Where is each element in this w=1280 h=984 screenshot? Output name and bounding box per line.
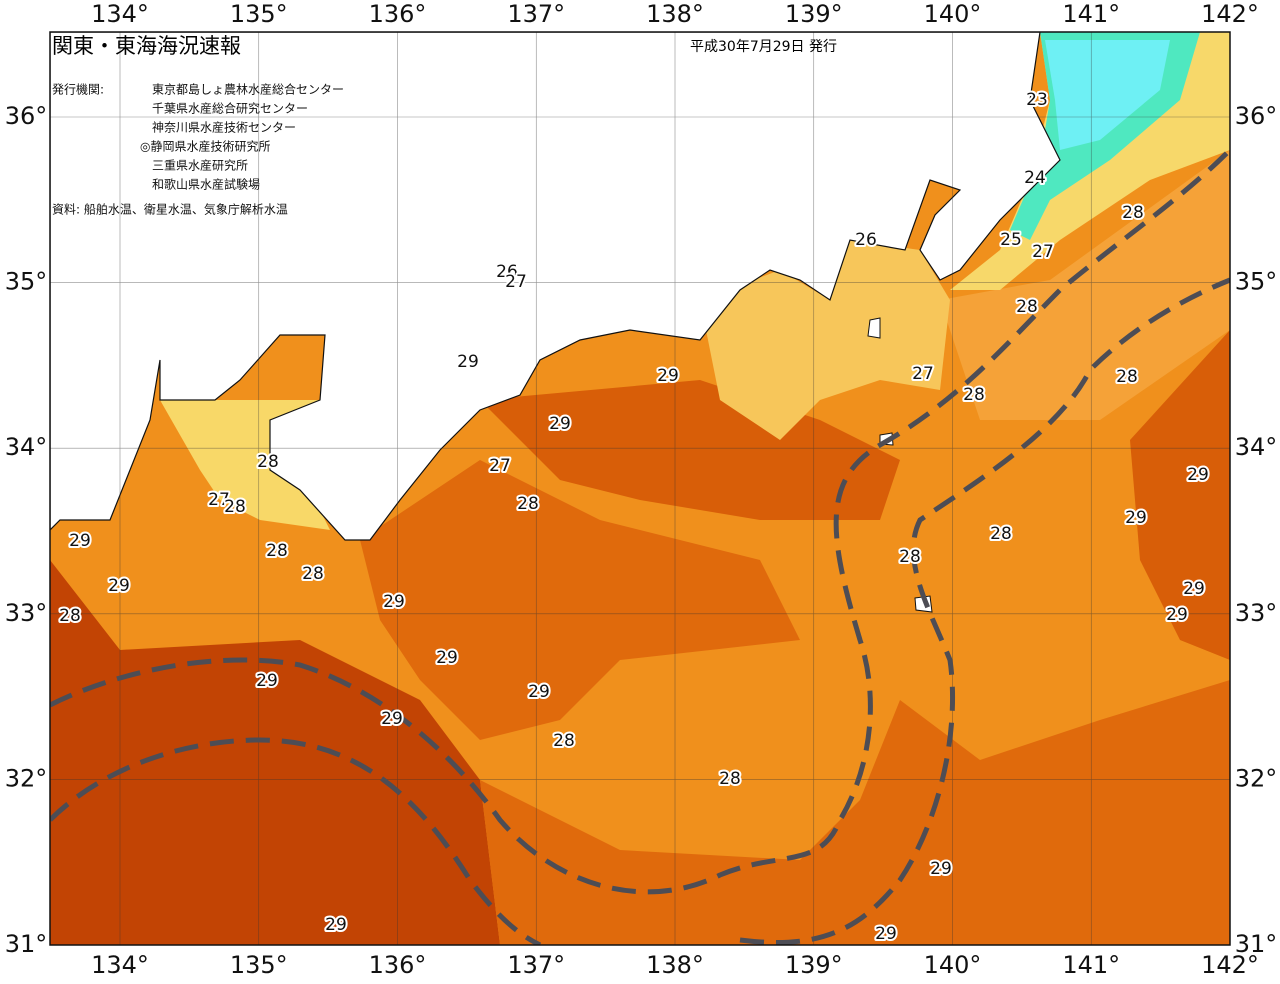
contour-label: 27 bbox=[208, 490, 230, 510]
contour-label: 29 bbox=[69, 531, 91, 551]
lat-label: 31° bbox=[1235, 930, 1278, 958]
contour-label: 26 bbox=[496, 262, 518, 282]
lon-label: 138° bbox=[646, 0, 704, 28]
contour-label: 29 bbox=[108, 576, 130, 596]
contour-label: 27 bbox=[489, 456, 511, 476]
lon-label: 134° bbox=[91, 0, 149, 28]
map-frame bbox=[49, 31, 1231, 946]
contour-label: 29 bbox=[1125, 508, 1147, 528]
lon-label: 141° bbox=[1062, 951, 1120, 979]
warm-area bbox=[50, 560, 500, 945]
issue-date: 平成30年7月29日 発行 bbox=[690, 39, 837, 55]
contour-label: 29 bbox=[1183, 579, 1205, 599]
contour-label: 29 bbox=[457, 352, 479, 372]
lat-label: 34° bbox=[1235, 433, 1278, 461]
contour-label: 28 bbox=[553, 731, 575, 751]
kuroshio-axis bbox=[50, 148, 1230, 945]
contour-label: 28 bbox=[302, 564, 324, 584]
contour-label: 23 bbox=[1026, 90, 1048, 110]
contour-label: 28 bbox=[1122, 203, 1144, 223]
contour-label: 28 bbox=[59, 606, 81, 626]
lon-label: 138° bbox=[646, 951, 704, 979]
contour-label: 28 bbox=[517, 494, 539, 514]
lon-label: 134° bbox=[91, 951, 149, 979]
contour-label: 28 bbox=[257, 452, 279, 472]
contour-label: 29 bbox=[875, 924, 897, 944]
lon-label: 139° bbox=[785, 0, 843, 28]
lat-label: 32° bbox=[5, 764, 48, 792]
contour-label: 28 bbox=[1116, 367, 1138, 387]
issuer: 三重県水産研究所 bbox=[152, 158, 248, 173]
contour-label: 26 bbox=[855, 230, 877, 250]
contour-label: 25 bbox=[1000, 230, 1022, 250]
contour-label: 28 bbox=[963, 385, 985, 405]
warm-area bbox=[480, 680, 1230, 945]
land bbox=[50, 32, 1061, 541]
contour-label: 29 bbox=[383, 592, 405, 612]
lat-label: 31° bbox=[5, 930, 48, 958]
lat-label: 33° bbox=[5, 599, 48, 627]
contour-label: 29 bbox=[436, 648, 458, 668]
contour-label: 29 bbox=[325, 915, 347, 935]
contour-label: 29 bbox=[657, 366, 679, 386]
contour-label: 29 bbox=[1187, 465, 1209, 485]
issuer-list: 東京都島しょ農林水産総合センター千葉県水産総合研究センター神奈川県水産技術センタ… bbox=[140, 82, 344, 192]
contour-label: 29 bbox=[930, 859, 952, 879]
lon-label: 142° bbox=[1201, 951, 1259, 979]
lon-label: 137° bbox=[507, 951, 565, 979]
contour-label: 28 bbox=[990, 524, 1012, 544]
lon-label: 137° bbox=[507, 0, 565, 28]
contour-label: 29 bbox=[381, 709, 403, 729]
lat-label: 35° bbox=[1235, 268, 1278, 296]
warm-area bbox=[1130, 330, 1230, 660]
contour-label: 28 bbox=[719, 769, 741, 789]
issuer-label: 発行機関: bbox=[52, 82, 104, 97]
contour-label: 28 bbox=[899, 547, 921, 567]
source: 資料: 船舶水温、衛星水温、気象庁解析水温 bbox=[52, 202, 288, 217]
grid bbox=[50, 32, 1230, 945]
contour-label: 29 bbox=[256, 671, 278, 691]
contour-label: 28 bbox=[224, 497, 246, 517]
lat-label: 36° bbox=[5, 102, 48, 130]
issuer: ◎静岡県水産技術研究所 bbox=[140, 139, 270, 154]
cool-area bbox=[940, 150, 1230, 420]
lat-label: 34° bbox=[5, 433, 48, 461]
lon-label: 136° bbox=[369, 0, 427, 28]
lat-label: 35° bbox=[5, 268, 48, 296]
issuer: 和歌山県水産試験場 bbox=[152, 177, 260, 192]
lat-label: 36° bbox=[1235, 102, 1278, 130]
lon-label: 136° bbox=[369, 951, 427, 979]
lon-label: 142° bbox=[1201, 0, 1259, 28]
lon-label: 140° bbox=[924, 951, 982, 979]
lon-label: 135° bbox=[230, 0, 288, 28]
cold-area bbox=[1045, 40, 1170, 150]
contour-label: 29 bbox=[528, 682, 550, 702]
contour-label: 28 bbox=[266, 541, 288, 561]
contour-label: 24 bbox=[1024, 168, 1046, 188]
island bbox=[867, 317, 881, 339]
lat-label: 33° bbox=[1235, 599, 1278, 627]
lon-label: 141° bbox=[1062, 0, 1120, 28]
contour-label: 27 bbox=[1032, 242, 1054, 262]
lat-label: 32° bbox=[1235, 764, 1278, 792]
contour-label: 28 bbox=[1016, 297, 1038, 317]
axis-labels: 134° 134° 135° 135° 136° 136° 137° 137° 138° 138°… bbox=[5, 0, 1278, 979]
title: 関東・東海海況速報 bbox=[52, 34, 241, 58]
contour-label: 29 bbox=[1166, 605, 1188, 625]
lon-label: 135° bbox=[230, 951, 288, 979]
issuer: 東京都島しょ農林水産総合センター bbox=[152, 82, 344, 97]
contour-label: 27 bbox=[912, 364, 934, 384]
contour-label: 27 bbox=[505, 272, 527, 292]
warm-area bbox=[360, 460, 800, 740]
issuer: 千葉県水産総合研究センター bbox=[152, 101, 308, 116]
contour-label: 29 bbox=[549, 414, 571, 434]
cool-area bbox=[700, 240, 950, 440]
lon-label: 140° bbox=[924, 0, 982, 28]
issuer: 神奈川県水産技術センター bbox=[152, 120, 296, 135]
lon-label: 139° bbox=[785, 951, 843, 979]
